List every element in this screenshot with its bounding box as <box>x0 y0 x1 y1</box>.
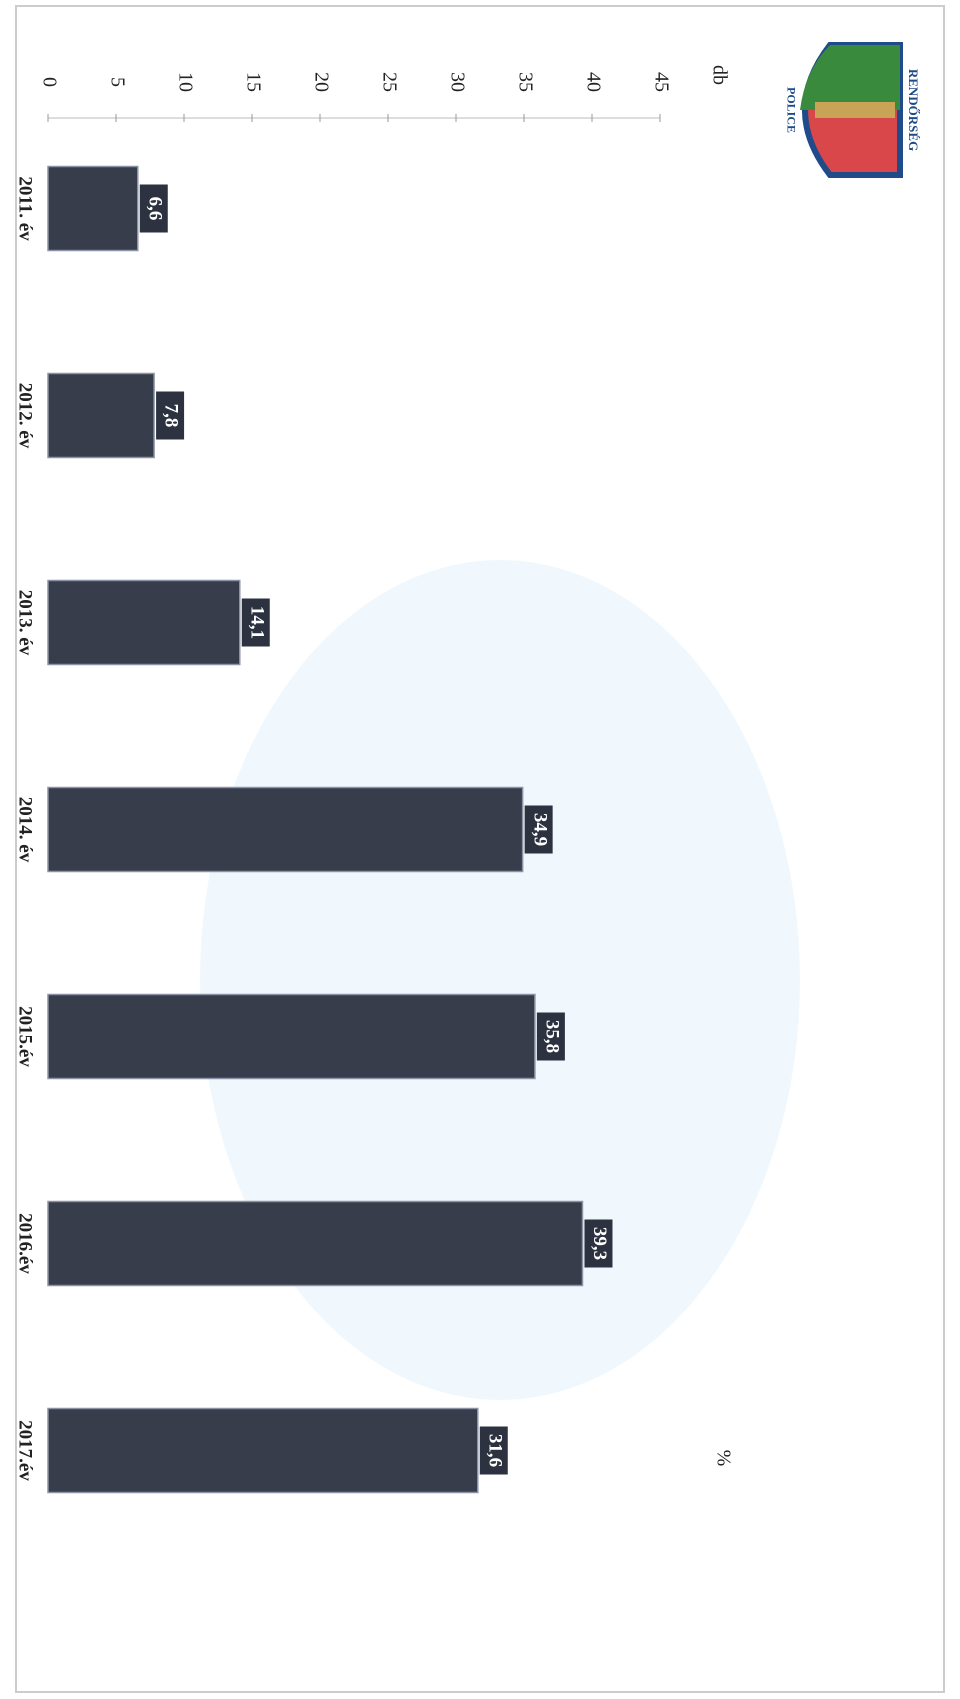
value-label-box <box>524 805 553 854</box>
logo: RENDŐRSÉG POLICE <box>784 42 921 178</box>
y-tick-label: 25 <box>378 72 400 92</box>
bar <box>47 993 536 1080</box>
value-label: 35,8 <box>542 1020 563 1053</box>
y-tick-label: 40 <box>582 72 604 92</box>
value-label-box <box>241 598 270 647</box>
value-label-box <box>536 1012 565 1061</box>
logo-bottom-text: POLICE <box>784 87 798 133</box>
x-tick-label: 2017.év <box>15 1420 36 1481</box>
value-label: 7,8 <box>161 404 182 428</box>
x-tick-label: 2014. év <box>15 797 36 863</box>
y-tick-label: 10 <box>174 72 196 92</box>
unit-label: % <box>712 1450 734 1467</box>
frame <box>15 5 945 1693</box>
value-label: 14,1 <box>246 606 267 639</box>
x-tick-label: 2015.év <box>15 1006 36 1067</box>
value-label: 31,6 <box>484 1434 505 1467</box>
y-tick-label: 45 <box>650 72 672 92</box>
value-label: 34,9 <box>529 813 550 846</box>
value-label-box <box>479 1426 508 1475</box>
x-tick-label: 2016.év <box>15 1213 36 1274</box>
y-unit: db <box>708 65 730 85</box>
bar <box>47 786 524 873</box>
y-tick-label: 20 <box>310 72 332 92</box>
y-tick-label: 5 <box>106 77 128 87</box>
value-label-box <box>584 1219 613 1268</box>
bar <box>47 165 139 252</box>
watermark <box>200 560 800 1400</box>
y-tick-label: 0 <box>38 77 60 87</box>
logo-top-text: RENDŐRSÉG <box>906 69 921 151</box>
y-tick-label: 15 <box>242 72 264 92</box>
bar <box>47 579 241 666</box>
bar <box>47 1200 584 1287</box>
y-tick-label: 35 <box>514 72 536 92</box>
bar <box>47 372 155 459</box>
bar <box>47 1407 479 1494</box>
x-tick-label: 2012. év <box>15 383 36 449</box>
value-label-box <box>139 184 168 233</box>
value-label: 6,6 <box>144 197 165 221</box>
value-label: 39,3 <box>589 1227 610 1260</box>
y-tick-label: 30 <box>446 72 468 92</box>
value-label-box <box>156 391 185 440</box>
x-tick-label: 2013. év <box>15 590 36 656</box>
x-tick-label: 2011. év <box>15 176 36 241</box>
